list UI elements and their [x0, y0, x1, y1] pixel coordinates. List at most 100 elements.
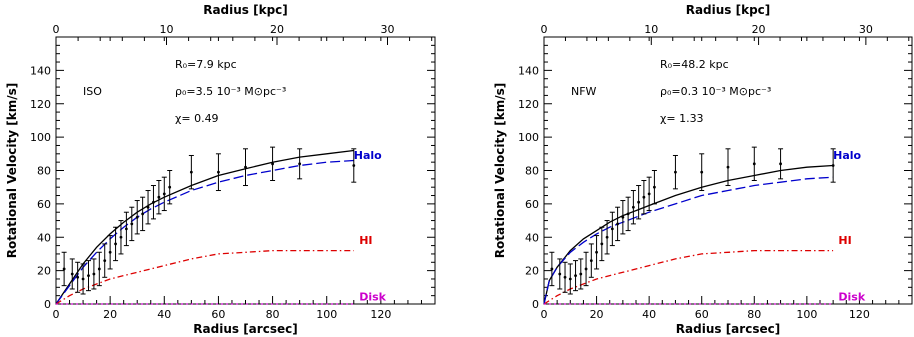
panel-iso-data-point	[162, 192, 166, 196]
panel-iso-y-tick-label: 140	[30, 64, 51, 77]
panel-iso-series-total-line	[55, 149, 354, 305]
panel-nfw-annotation-rho0: ρ₀=0.3 10⁻³ M⊙pc⁻³	[660, 85, 771, 98]
panel-nfw-data-point	[584, 267, 588, 271]
panel-iso-data-point	[141, 212, 145, 216]
panel-iso-data-point	[76, 275, 80, 279]
panel-iso-x-tick-label: 60	[211, 308, 225, 321]
panel-nfw-data-point	[605, 235, 609, 239]
panel-nfw-data-point	[616, 222, 619, 226]
panel-iso-kpc-tick-label: 20	[270, 23, 284, 36]
panel-iso-data-point	[103, 259, 107, 263]
panel-iso-top-axis-label: Radius [kpc]	[203, 3, 288, 17]
panel-nfw-panel-label: NFW	[571, 85, 597, 98]
panel-nfw-data-point	[595, 250, 598, 254]
panel-nfw-y-tick-label: 100	[518, 131, 539, 144]
panel-iso-x-axis-label: Radius [arcsec]	[193, 322, 297, 336]
panel-iso-y-axis-label: Rotational Velocity [km/s]	[5, 83, 19, 258]
panel-iso-x-tick-label: 0	[53, 308, 60, 321]
panel-iso-data-point	[130, 222, 134, 226]
panel-iso-data-point	[352, 164, 356, 167]
panel-iso-kpc-tick-label: 10	[159, 23, 173, 36]
panel-nfw-kpc-tick-label: 10	[644, 23, 658, 36]
panel-nfw-data-point	[674, 170, 677, 174]
panel-iso-x-tick-label: 80	[266, 308, 280, 321]
panel-nfw-x-tick-label: 80	[747, 308, 761, 321]
panel-nfw-data-point	[631, 205, 635, 209]
panel-iso-x-tick-label: 20	[103, 308, 117, 321]
panel-nfw-data-point	[589, 259, 593, 263]
panel-iso-series-disk-label: Disk	[359, 291, 386, 304]
panel-nfw-data-point	[621, 215, 625, 219]
panel-iso-data-point	[108, 250, 112, 254]
panel-iso-data-point	[168, 185, 172, 189]
panel-iso-data-point	[87, 274, 90, 278]
panel-nfw-y-tick-label: 20	[525, 265, 539, 278]
panel-iso-kpc-tick-label: 0	[53, 23, 60, 36]
panel-nfw-annotation-r0: R₀=48.2 kpc	[660, 58, 729, 71]
panel-iso-panel-label: ISO	[83, 85, 102, 98]
panel-iso-y-tick-label: 80	[37, 165, 51, 178]
panel-nfw-x-tick-label: 60	[695, 308, 709, 321]
panel-iso-series-halo-label: Halo	[354, 149, 382, 162]
panel-iso-data-point	[146, 205, 150, 209]
panel-iso-data-point	[135, 215, 139, 219]
panel-nfw-x-tick-label: 40	[642, 308, 656, 321]
panel-nfw-series-disk-label: Disk	[838, 291, 865, 304]
panel-iso-x-tick-label: 40	[157, 308, 171, 321]
panel-iso-y-tick-label: 120	[30, 98, 51, 111]
panel-nfw-x-tick-label: 120	[849, 308, 870, 321]
panel-iso-y-tick-label: 100	[30, 131, 51, 144]
panel-nfw-data-point	[579, 272, 583, 276]
panel-iso-y-tick-label: 0	[44, 298, 51, 311]
panel-nfw-data-point	[637, 200, 641, 204]
panel-nfw-data-point	[700, 170, 704, 174]
panel-nfw-data-point	[831, 164, 835, 167]
panel-iso-data-point	[119, 235, 123, 239]
panel-nfw-data-point	[610, 227, 614, 231]
panel-nfw-y-tick-label: 0	[532, 298, 539, 311]
panel-iso-data-point	[298, 162, 302, 166]
panel-iso-y-tick-label: 40	[37, 231, 51, 244]
panel-nfw-x-axis-label: Radius [arcsec]	[676, 322, 780, 336]
panel-nfw-data-point	[752, 162, 756, 166]
panel-nfw-data-point	[779, 162, 782, 166]
panel-iso-annotation-rho0: ρ₀=3.5 10⁻³ M⊙pc⁻³	[175, 85, 286, 98]
panel-nfw-x-tick-label: 100	[796, 308, 817, 321]
panel-iso-data-point	[92, 272, 96, 276]
panel-iso-data-point	[244, 165, 247, 169]
panel-nfw-data-point	[558, 272, 562, 276]
panel-iso-data-point	[97, 267, 101, 271]
panel-iso-series-hi-label: HI	[359, 234, 372, 247]
panel-nfw-x-tick-label: 20	[590, 308, 604, 321]
panel-iso-data-point	[152, 200, 155, 204]
panel-nfw-data-point	[574, 274, 577, 278]
panel-nfw-data-point	[563, 275, 567, 279]
panel-nfw-data-point	[600, 242, 604, 246]
panel-nfw-y-tick-label: 40	[525, 231, 539, 244]
panel-nfw-data-point	[550, 267, 554, 271]
panel-iso-data-point	[124, 227, 128, 231]
panel-iso-x-tick-label: 100	[316, 308, 337, 321]
panel-iso-data-point	[70, 272, 74, 276]
panel-nfw-data-point	[568, 277, 572, 281]
panel-nfw-kpc-tick-label: 30	[859, 23, 873, 36]
panel-nfw-top-axis-label: Radius [kpc]	[686, 3, 771, 17]
panel-iso-series-halo-line	[55, 159, 354, 305]
panel-nfw-x-tick-label: 0	[541, 308, 548, 321]
panel-nfw-data-point	[626, 212, 630, 216]
panel-nfw-data-point	[653, 185, 656, 189]
panel-nfw-series-total-line	[543, 164, 834, 305]
panel-nfw-y-tick-label: 80	[525, 165, 539, 178]
panel-nfw-series-hi-label: HI	[838, 234, 851, 247]
panel-nfw-y-tick-label: 140	[518, 64, 539, 77]
panel-nfw-kpc-tick-label: 0	[541, 23, 548, 36]
panel-nfw-kpc-tick-label: 20	[752, 23, 766, 36]
panel-nfw-data-point	[647, 192, 651, 196]
panel-iso-x-tick-label: 120	[370, 308, 391, 321]
panel-nfw-series-halo-label: Halo	[833, 149, 861, 162]
panel-nfw-series-halo-line	[543, 176, 834, 305]
panel-iso-data-point	[114, 242, 117, 246]
panel-iso-y-tick-label: 20	[37, 265, 51, 278]
panel-nfw-data-point	[642, 195, 646, 199]
